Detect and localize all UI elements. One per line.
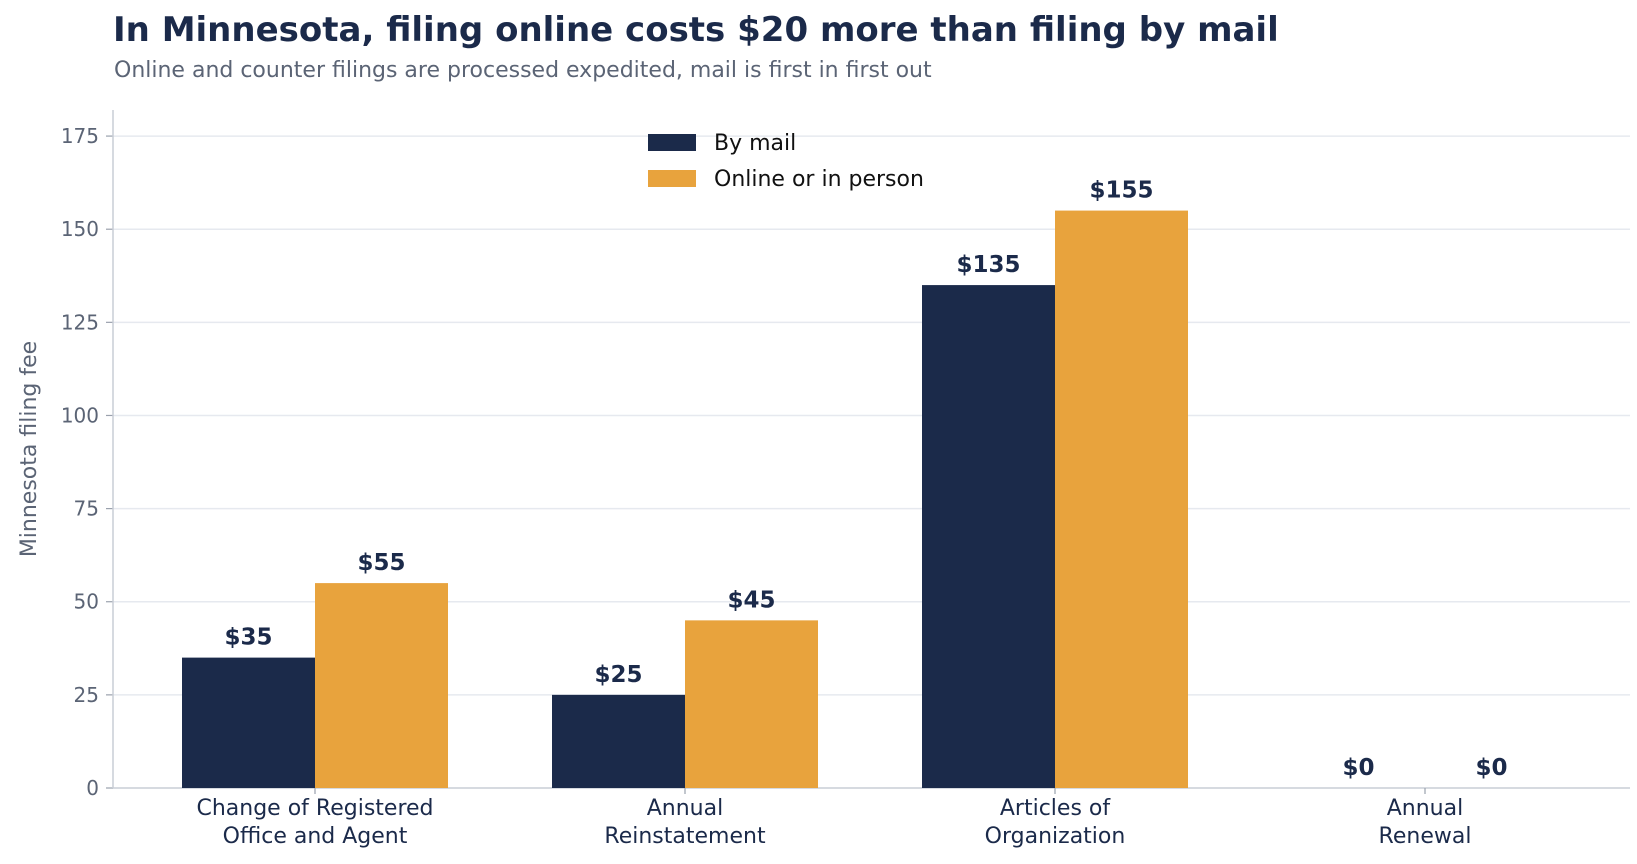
y-tick-label: 75 (74, 497, 99, 521)
bar (685, 620, 818, 788)
data-label: $155 (1089, 178, 1153, 204)
chart-subtitle: Online and counter filings are processed… (114, 58, 932, 83)
x-tick-label: Change of Registered (196, 796, 433, 821)
legend: By mail Online or in person (648, 131, 924, 192)
data-label: $25 (594, 662, 642, 688)
data-label: $0 (1475, 755, 1507, 781)
y-tick-label: 100 (61, 403, 99, 427)
data-label: $135 (956, 252, 1020, 278)
legend-swatch (648, 134, 696, 151)
x-tick-label: Annual (1387, 796, 1463, 821)
chart-title: In Minnesota, filing online costs $20 mo… (113, 10, 1279, 50)
legend-swatch (648, 170, 696, 187)
y-axis-title: Minnesota filing fee (17, 341, 42, 557)
y-tick-label: 0 (86, 776, 99, 800)
data-label: $35 (224, 625, 272, 651)
x-tick-label: Renewal (1379, 824, 1472, 849)
value-labels: $35 $55 $25 $45 $135 $155 $0 $0 (224, 178, 1507, 781)
x-tick-label: Articles of (1000, 796, 1111, 821)
data-label: $45 (727, 587, 775, 613)
y-tick-label: 175 (61, 124, 99, 148)
x-tick-label: Office and Agent (223, 824, 408, 849)
bars (182, 210, 1188, 789)
y-tick-label: 125 (61, 310, 99, 334)
bar (315, 583, 448, 788)
x-tick-label: Annual (647, 796, 723, 821)
data-label: $55 (357, 550, 405, 576)
y-tick-label: 150 (61, 217, 99, 241)
bar (552, 694, 685, 788)
legend-label: Online or in person (714, 167, 924, 192)
x-tick-label: Organization (985, 824, 1126, 849)
x-tick-label: Reinstatement (604, 824, 766, 849)
y-tick-label: 50 (74, 590, 99, 614)
data-label: $0 (1342, 755, 1374, 781)
bar (922, 285, 1055, 788)
bar (182, 657, 315, 788)
y-tick-label: 25 (74, 683, 99, 707)
bar (1055, 210, 1188, 789)
legend-label: By mail (714, 131, 796, 156)
